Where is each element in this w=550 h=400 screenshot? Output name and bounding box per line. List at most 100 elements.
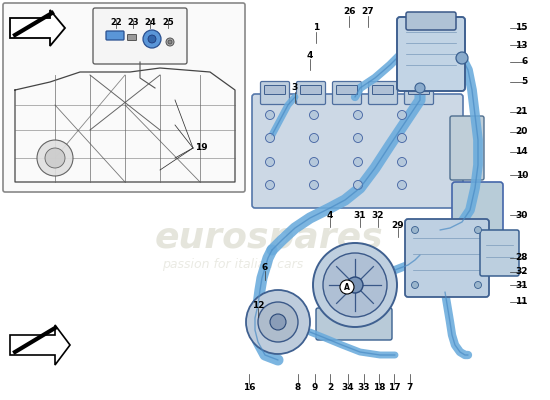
Text: 7: 7	[407, 384, 413, 392]
Text: 10: 10	[516, 170, 528, 180]
FancyBboxPatch shape	[300, 86, 322, 94]
Circle shape	[313, 243, 397, 327]
FancyBboxPatch shape	[480, 230, 519, 276]
Polygon shape	[10, 325, 70, 365]
Text: 26: 26	[343, 8, 355, 16]
FancyBboxPatch shape	[128, 34, 136, 40]
Text: 25: 25	[162, 18, 174, 27]
Circle shape	[266, 134, 274, 142]
FancyBboxPatch shape	[93, 8, 187, 64]
Text: 9: 9	[312, 384, 318, 392]
Text: 20: 20	[516, 128, 528, 136]
Text: 2: 2	[327, 384, 333, 392]
Circle shape	[354, 110, 362, 120]
Text: 15: 15	[515, 24, 528, 32]
FancyBboxPatch shape	[337, 86, 358, 94]
Text: eurospares: eurospares	[155, 221, 384, 255]
Text: 29: 29	[392, 220, 404, 230]
Circle shape	[475, 282, 481, 288]
FancyBboxPatch shape	[452, 182, 503, 238]
Circle shape	[148, 35, 156, 43]
Text: 6: 6	[522, 58, 528, 66]
Text: 24: 24	[144, 18, 156, 27]
FancyBboxPatch shape	[333, 82, 361, 104]
Text: 18: 18	[373, 384, 385, 392]
Text: 3: 3	[292, 84, 298, 92]
Circle shape	[45, 148, 65, 168]
Text: 32: 32	[515, 268, 528, 276]
Text: 21: 21	[515, 108, 528, 116]
FancyBboxPatch shape	[397, 17, 465, 91]
Text: 28: 28	[515, 254, 528, 262]
FancyBboxPatch shape	[3, 3, 245, 192]
FancyBboxPatch shape	[450, 116, 484, 180]
Polygon shape	[10, 10, 65, 46]
Circle shape	[37, 140, 73, 176]
Circle shape	[258, 302, 298, 342]
FancyBboxPatch shape	[372, 86, 393, 94]
Circle shape	[456, 52, 468, 64]
FancyBboxPatch shape	[406, 12, 456, 30]
Circle shape	[354, 134, 362, 142]
Circle shape	[310, 158, 318, 166]
Circle shape	[166, 38, 174, 46]
FancyBboxPatch shape	[368, 82, 398, 104]
FancyBboxPatch shape	[409, 86, 430, 94]
Text: 8: 8	[295, 384, 301, 392]
Circle shape	[143, 30, 161, 48]
Circle shape	[398, 134, 406, 142]
Text: 30: 30	[516, 210, 528, 220]
Text: 17: 17	[388, 384, 400, 392]
FancyBboxPatch shape	[265, 86, 285, 94]
Circle shape	[310, 110, 318, 120]
Text: 34: 34	[342, 384, 354, 392]
Text: 6: 6	[262, 264, 268, 272]
FancyBboxPatch shape	[296, 82, 326, 104]
FancyBboxPatch shape	[261, 82, 289, 104]
FancyBboxPatch shape	[405, 219, 489, 297]
Text: 4: 4	[307, 50, 313, 60]
Text: 32: 32	[372, 210, 384, 220]
Circle shape	[347, 277, 363, 293]
Text: 22: 22	[110, 18, 122, 27]
Circle shape	[398, 110, 406, 120]
Circle shape	[270, 314, 286, 330]
Circle shape	[246, 290, 310, 354]
Text: 27: 27	[362, 8, 375, 16]
Circle shape	[354, 158, 362, 166]
Circle shape	[168, 40, 172, 44]
Text: A: A	[344, 282, 350, 292]
Circle shape	[266, 180, 274, 190]
Text: 16: 16	[243, 384, 255, 392]
FancyBboxPatch shape	[252, 94, 463, 208]
Circle shape	[411, 282, 419, 288]
Text: 12: 12	[252, 300, 264, 310]
Circle shape	[475, 226, 481, 234]
Text: 4: 4	[327, 210, 333, 220]
Circle shape	[266, 158, 274, 166]
Circle shape	[415, 83, 425, 93]
Circle shape	[310, 180, 318, 190]
Circle shape	[354, 180, 362, 190]
Text: 19: 19	[195, 144, 208, 152]
Text: 13: 13	[515, 40, 528, 50]
Circle shape	[323, 253, 387, 317]
Circle shape	[398, 180, 406, 190]
Text: 31: 31	[354, 210, 366, 220]
FancyBboxPatch shape	[404, 82, 433, 104]
Text: 31: 31	[515, 280, 528, 290]
Text: 5: 5	[522, 78, 528, 86]
Circle shape	[398, 158, 406, 166]
Text: 11: 11	[515, 298, 528, 306]
Circle shape	[340, 280, 354, 294]
Circle shape	[310, 134, 318, 142]
Text: 33: 33	[358, 384, 370, 392]
FancyBboxPatch shape	[106, 31, 124, 40]
Text: 14: 14	[515, 148, 528, 156]
Circle shape	[266, 110, 274, 120]
Text: 23: 23	[127, 18, 139, 27]
Circle shape	[411, 226, 419, 234]
Text: 1: 1	[313, 24, 319, 32]
Text: passion for italian cars: passion for italian cars	[162, 258, 303, 271]
FancyBboxPatch shape	[316, 308, 392, 340]
